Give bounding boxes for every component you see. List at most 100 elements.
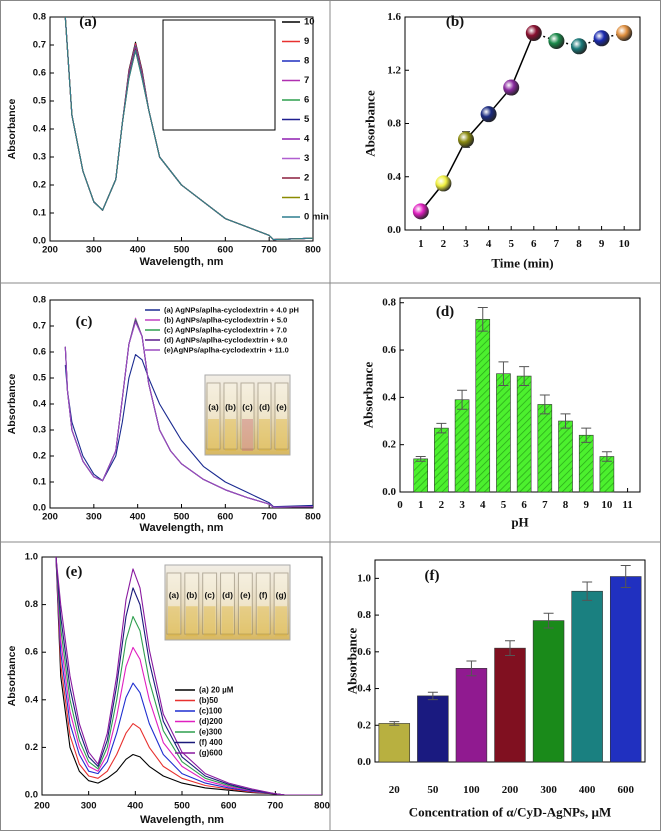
x-tick-label: 300 xyxy=(86,512,102,523)
x-tick-label: 6 xyxy=(521,499,527,511)
vial xyxy=(206,382,221,450)
bar xyxy=(417,695,449,763)
spectrum-line xyxy=(55,557,322,795)
spectrum-line xyxy=(55,557,322,795)
vial-liquid xyxy=(225,419,236,451)
x-tick-label: 50 xyxy=(427,784,439,796)
plot-frame xyxy=(49,16,314,242)
x-tick-label: 400 xyxy=(127,801,143,812)
legend-label: (d)200 xyxy=(199,717,223,726)
connector xyxy=(601,32,625,40)
panel: 0.0 0.2 0.4 0.6 0.8 1.0 200 300 400 500 600 700 800 W… xyxy=(6,552,330,827)
y-tick-label: 0.3 xyxy=(33,152,46,163)
legend-label: (d) AgNPs/aplha-cyclodextrin + 9.0 xyxy=(164,336,287,345)
y-tick-label: 0.8 xyxy=(33,12,46,23)
panel: 0.0 0.1 0.2 0.3 0.4 0.5 0.6 0.7 0.8 200 300 400 500 6… xyxy=(6,295,321,535)
legend-label: 0 min xyxy=(304,212,329,223)
x-tick-label: 9 xyxy=(599,238,605,250)
y-tick-label: 0.8 xyxy=(33,295,46,306)
ball-marker xyxy=(503,79,520,96)
y-tick-label: 0.1 xyxy=(33,477,47,488)
y-tick-label: 0.2 xyxy=(33,180,46,191)
x-tick-label: 300 xyxy=(540,784,557,796)
y-tick-label: 0.7 xyxy=(33,321,46,332)
y-axis-label: Absorbance xyxy=(361,362,376,429)
x-axis-label: Wavelength, nm xyxy=(140,814,224,826)
bar-hatch xyxy=(413,458,428,492)
bar xyxy=(378,723,411,763)
panel-label: (b) xyxy=(446,14,464,30)
legend-label: (a) AgNPs/aplha-cyclodextrin + 4.0 pH xyxy=(164,306,299,315)
y-tick-label: 0.0 xyxy=(357,756,371,768)
error-bar xyxy=(505,640,515,656)
y-tick-label: 0.5 xyxy=(33,373,47,384)
bar-hatch xyxy=(537,404,552,492)
panel-label: (f) xyxy=(425,568,440,584)
x-tick-label: 0 xyxy=(397,499,403,511)
bar-hatch xyxy=(475,319,490,492)
x-tick-label: 200 xyxy=(42,512,58,523)
ball-marker xyxy=(616,24,633,41)
x-tick-label: 7 xyxy=(554,238,560,250)
bar-hatch xyxy=(455,399,470,492)
error-bar xyxy=(389,721,400,726)
legend-label: 4 xyxy=(304,134,310,145)
y-tick-label: 1.0 xyxy=(25,552,38,563)
y-axis-label: Absorbance xyxy=(363,90,378,157)
connector xyxy=(578,37,602,47)
bar-hatch xyxy=(517,376,532,492)
vial xyxy=(202,572,218,635)
x-tick-label: 500 xyxy=(174,512,190,523)
y-tick-label: 0.3 xyxy=(33,425,46,436)
vial-liquid xyxy=(259,419,270,451)
legend-label: (g)600 xyxy=(199,749,223,758)
y-tick-label: 0.4 xyxy=(33,399,47,410)
x-tick-label: 3 xyxy=(463,238,469,250)
error-bar xyxy=(477,306,488,332)
connector xyxy=(510,32,535,88)
legend-label: 9 xyxy=(304,36,309,47)
legend-label: (b) AgNPs/aplha-cyclodextrin + 5.0 xyxy=(164,316,287,325)
x-tick-label: 6 xyxy=(531,238,537,250)
error-bar xyxy=(581,427,592,443)
x-tick-label: 200 xyxy=(502,784,519,796)
vial xyxy=(273,572,289,635)
y-tick-label: 1.2 xyxy=(387,64,401,76)
vial-liquid xyxy=(239,606,252,637)
error-bar xyxy=(601,451,612,462)
bar-hatch xyxy=(434,428,449,492)
inset-label: (d) xyxy=(259,402,270,412)
legend-label: (e)300 xyxy=(199,728,223,737)
x-tick-label: 200 xyxy=(42,245,58,256)
error-bar xyxy=(539,394,550,415)
vial xyxy=(220,572,235,635)
y-tick-label: 0.2 xyxy=(382,439,396,451)
spectrum-line xyxy=(64,321,313,508)
curves xyxy=(64,17,313,241)
y-tick-label: 0.4 xyxy=(382,391,396,403)
x-tick-label: 7 xyxy=(542,499,548,511)
legend-label: (b)50 xyxy=(199,696,219,705)
inset-label: (c) xyxy=(204,590,215,600)
y-tick-label: 0.2 xyxy=(33,451,46,462)
error-bar xyxy=(519,366,530,387)
vial-liquid xyxy=(276,419,287,451)
vial xyxy=(184,572,200,635)
error-bar xyxy=(436,422,447,434)
y-axis-label: Absorbance xyxy=(6,374,18,435)
x-tick-label: 300 xyxy=(86,245,102,256)
legend-label: 3 xyxy=(304,153,309,164)
y-axis-label: Absorbance xyxy=(6,646,18,707)
x-tick-label: 100 xyxy=(463,784,480,796)
ball-marker xyxy=(593,30,610,47)
y-tick-label: 0.0 xyxy=(33,236,46,247)
x-tick-label: 700 xyxy=(261,512,277,523)
y-tick-label: 0.8 xyxy=(357,609,371,621)
y-tick-label: 0.8 xyxy=(25,599,38,610)
ball-marker xyxy=(570,38,587,55)
x-tick-label: 600 xyxy=(217,512,233,523)
y-tick-label: 0.6 xyxy=(382,344,396,356)
error-bar xyxy=(560,413,571,429)
x-tick-label: 11 xyxy=(622,499,632,511)
panel: 0.0 0.2 0.4 0.6 0.8 0 1 2 3 4 5 6 7 8 9 10 11 pH Absorbanc… xyxy=(361,297,641,530)
